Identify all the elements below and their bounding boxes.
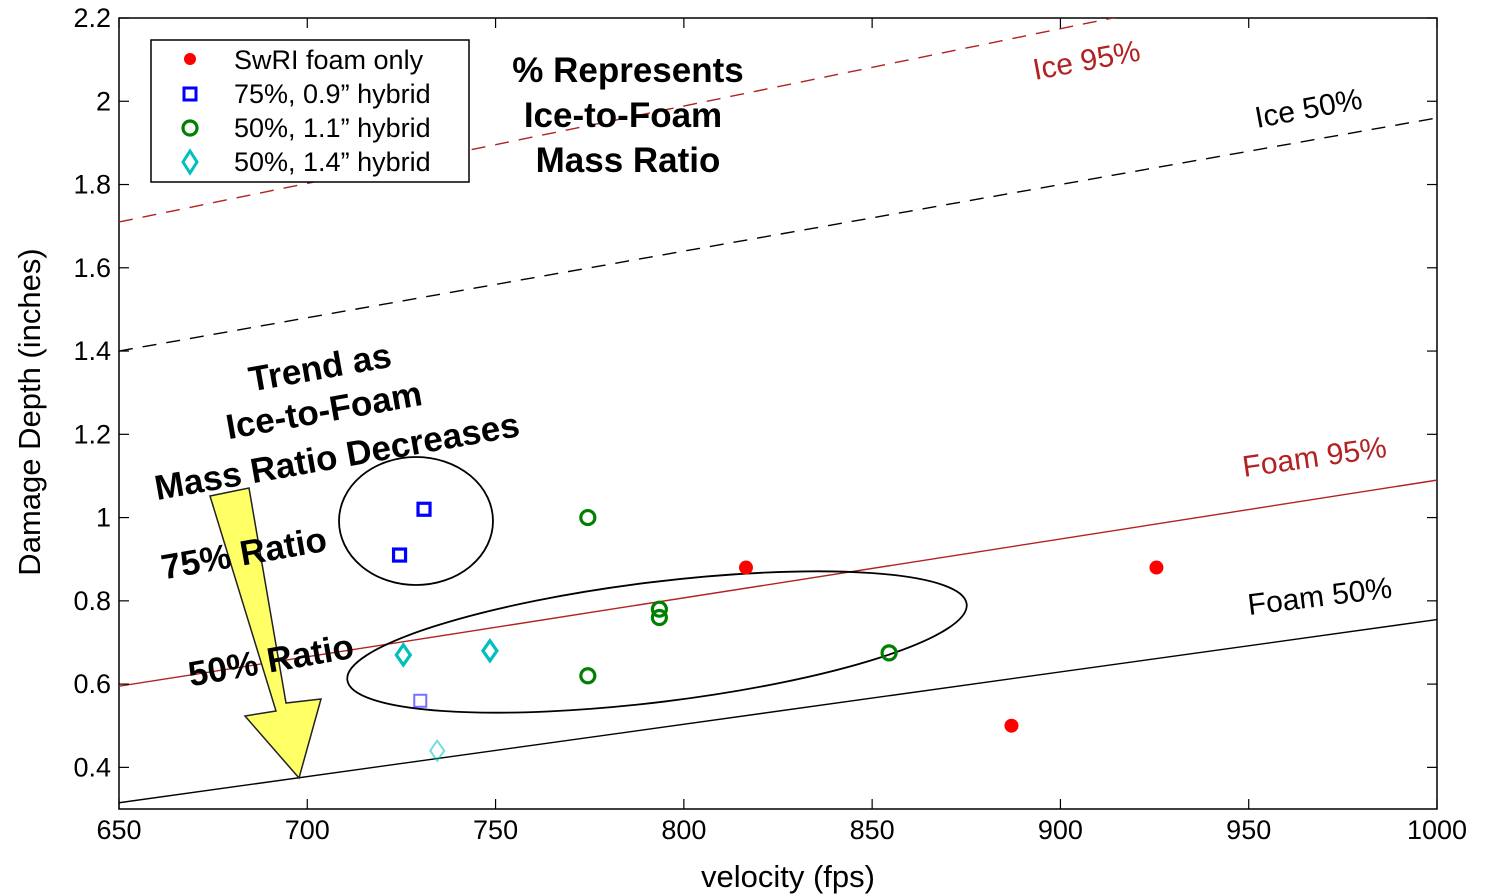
x-tick-label: 950 [1226, 815, 1271, 845]
data-point [428, 738, 446, 763]
axis-ticks: 650 700 750 800 850 900 950 1000 0.4 0.6 0.8 1 1.2 1.… [73, 3, 1467, 845]
mass-ratio-note-line2: Ice-to-Foam [524, 96, 722, 135]
legend-label-50-11: 50%, 1.1” hybrid [234, 113, 431, 143]
y-tick-label: 1.8 [73, 170, 111, 200]
data-point [579, 508, 597, 527]
data-point [1004, 718, 1019, 733]
reference-line [119, 117, 1437, 352]
data-point [738, 560, 753, 575]
y-tick-label: 0.8 [73, 586, 111, 616]
y-axis-label: Damage Depth (inches) [12, 248, 47, 575]
y-tick-label: 0.4 [73, 752, 111, 782]
x-tick-label: 900 [1038, 815, 1083, 845]
x-tick-label: 650 [96, 815, 141, 845]
data-point [1149, 560, 1164, 575]
y-tick-label: 2 [96, 86, 111, 116]
data-point [650, 600, 668, 618]
trend-arrow [209, 487, 323, 780]
legend-marker-50-11 [181, 119, 199, 137]
legend-label-75: 75%, 0.9” hybrid [234, 79, 431, 109]
data-point [413, 693, 428, 708]
legend: SwRI foam only 75%, 0.9” hybrid 50%, 1.1… [150, 39, 470, 183]
y-tick-label: 1.6 [73, 253, 111, 283]
legend-label-50-14: 50%, 1.4” hybrid [234, 147, 431, 177]
legend-label-swri: SwRI foam only [234, 45, 424, 75]
data-points [391, 501, 1164, 763]
y-tick-label: 0.6 [73, 669, 111, 699]
y-tick-label: 1.4 [73, 336, 111, 366]
y-tick-label: 2.2 [73, 3, 111, 33]
data-point [480, 638, 499, 664]
legend-marker-50-14 [181, 148, 199, 176]
legend-marker-swri [184, 53, 196, 65]
x-tick-label: 750 [473, 815, 518, 845]
reference-line [119, 618, 1437, 804]
data-point [416, 501, 432, 517]
reference-line [119, 479, 1437, 687]
y-tick-label: 1.2 [73, 419, 111, 449]
mass-ratio-note-line1: % Represents [512, 51, 743, 90]
y-tick-label: 1 [96, 503, 111, 533]
x-axis-label: velocity (fps) [701, 859, 875, 894]
ellipse-75-ratio [338, 456, 494, 586]
data-point [391, 547, 408, 563]
mass-ratio-note-line3: Mass Ratio [536, 141, 721, 180]
data-point [650, 608, 668, 627]
x-tick-label: 800 [661, 815, 706, 845]
x-tick-label: 1000 [1407, 815, 1467, 845]
data-point [579, 667, 597, 685]
legend-box [150, 39, 470, 183]
data-point [880, 644, 898, 662]
legend-marker-75 [182, 86, 198, 102]
ellipse-50-ratio [346, 570, 968, 714]
x-tick-label: 850 [850, 815, 895, 845]
data-point [394, 642, 413, 668]
x-tick-label: 700 [285, 815, 330, 845]
